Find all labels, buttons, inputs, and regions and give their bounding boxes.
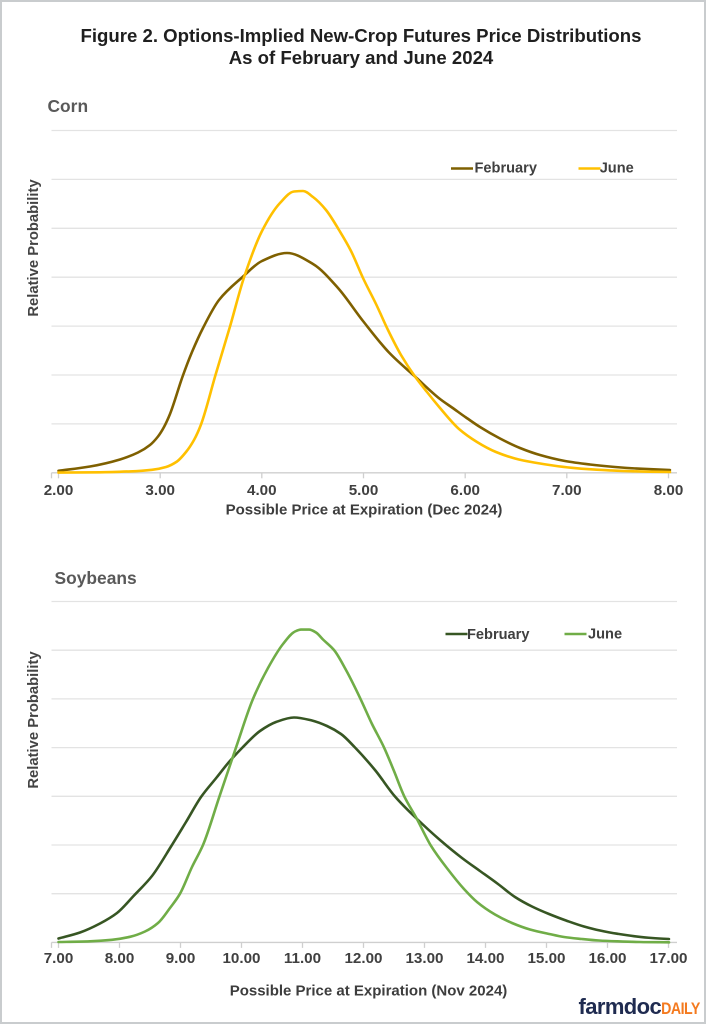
svg-text:February: February [475,161,538,177]
svg-text:June: June [588,627,622,643]
svg-text:12.00: 12.00 [344,950,382,967]
svg-text:10.00: 10.00 [222,950,260,967]
svg-text:16.00: 16.00 [588,950,626,967]
svg-text:7.00: 7.00 [44,950,74,967]
svg-text:Possible Price at Expiration (: Possible Price at Expiration (Dec 2024) [226,502,503,519]
svg-text:4.00: 4.00 [247,482,277,499]
svg-text:Relative Probability: Relative Probability [26,179,42,317]
svg-text:February: February [467,627,530,643]
svg-text:Possible Price at Expiration (: Possible Price at Expiration (Nov 2024) [230,983,508,1000]
svg-text:11.00: 11.00 [284,950,321,967]
svg-text:Relative Probability: Relative Probability [26,651,42,789]
svg-text:5.00: 5.00 [349,482,379,499]
svg-text:7.00: 7.00 [552,482,582,499]
svg-text:9.00: 9.00 [166,950,196,967]
svg-text:2.00: 2.00 [44,482,74,499]
svg-text:17.00: 17.00 [649,950,687,967]
svg-text:8.00: 8.00 [654,482,684,499]
svg-text:15.00: 15.00 [527,950,565,967]
svg-text:14.00: 14.00 [466,950,504,967]
svg-text:6.00: 6.00 [450,482,480,499]
svg-text:3.00: 3.00 [145,482,175,499]
svg-text:8.00: 8.00 [105,950,135,967]
svg-text:13.00: 13.00 [405,950,443,967]
svg-text:June: June [600,160,634,176]
